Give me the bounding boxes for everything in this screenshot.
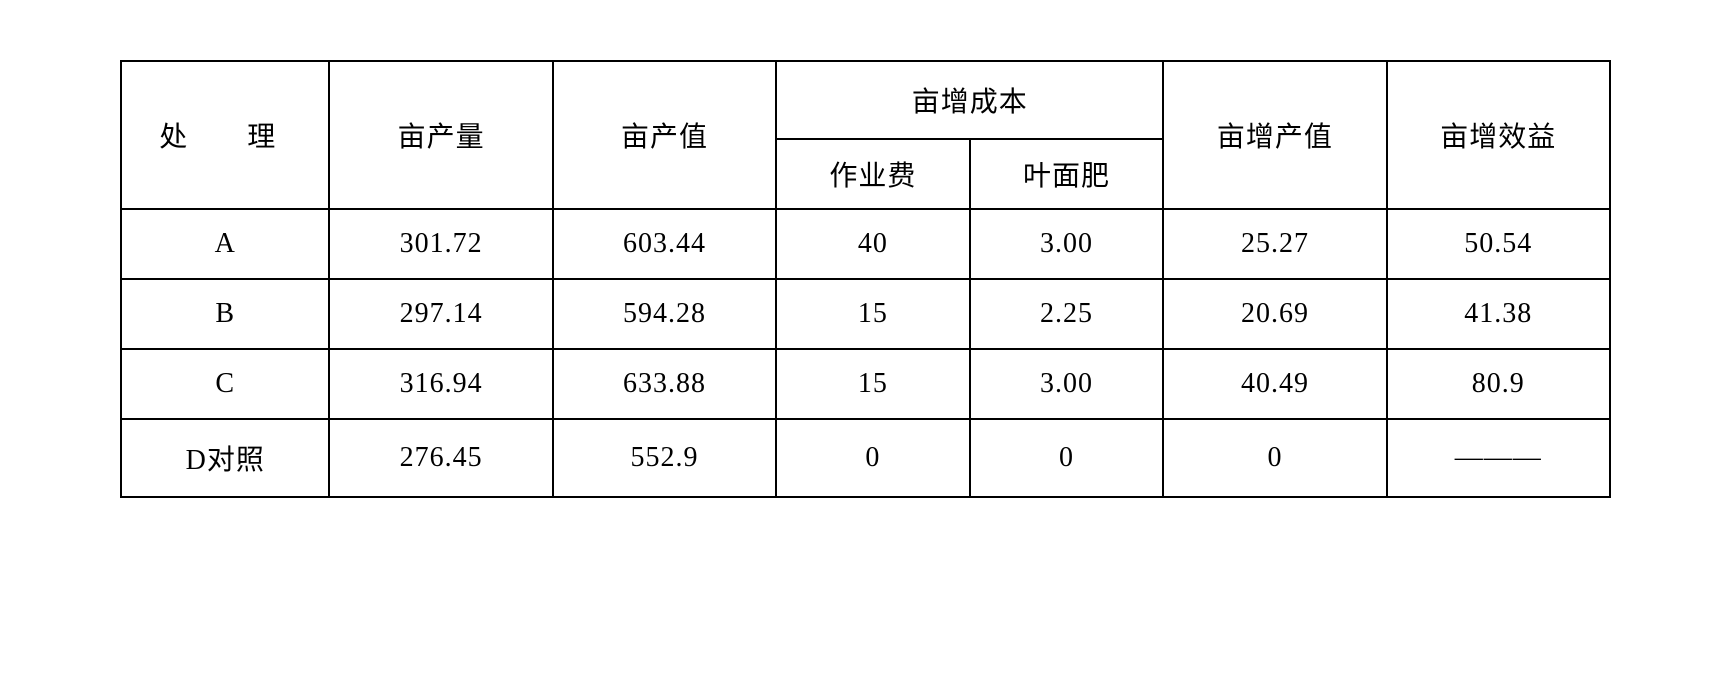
table-row: B 297.14 594.28 15 2.25 20.69 41.38 xyxy=(121,279,1610,349)
table-row: C 316.94 633.88 15 3.00 40.49 80.9 xyxy=(121,349,1610,419)
header-value: 亩产值 xyxy=(553,61,776,209)
cell-inc-value: 40.49 xyxy=(1163,349,1386,419)
cell-inc-benefit: 41.38 xyxy=(1387,279,1610,349)
cell-inc-benefit: 80.9 xyxy=(1387,349,1610,419)
cell-inc-value: 0 xyxy=(1163,419,1386,497)
cell-inc-benefit: 50.54 xyxy=(1387,209,1610,279)
cell-yield: 316.94 xyxy=(329,349,552,419)
cell-cost-fert: 0 xyxy=(970,419,1164,497)
cell-yield: 276.45 xyxy=(329,419,552,497)
cell-cost-fert: 3.00 xyxy=(970,349,1164,419)
header-cost-fert: 叶面肥 xyxy=(970,139,1164,209)
cell-treatment: A xyxy=(121,209,329,279)
header-inc-value: 亩增产值 xyxy=(1163,61,1386,209)
cell-cost-work: 15 xyxy=(776,279,970,349)
cell-value: 633.88 xyxy=(553,349,776,419)
header-inc-benefit: 亩增效益 xyxy=(1387,61,1610,209)
header-cost-group: 亩增成本 xyxy=(776,61,1163,139)
cell-treatment: C xyxy=(121,349,329,419)
header-treatment: 处 理 xyxy=(121,61,329,209)
cell-cost-fert: 3.00 xyxy=(970,209,1164,279)
cell-treatment: D对照 xyxy=(121,419,329,497)
cell-value: 603.44 xyxy=(553,209,776,279)
cell-yield: 297.14 xyxy=(329,279,552,349)
header-cost-work: 作业费 xyxy=(776,139,970,209)
table-header-row-1: 处 理 亩产量 亩产值 亩增成本 亩增产值 亩增效益 xyxy=(121,61,1610,139)
cell-cost-fert: 2.25 xyxy=(970,279,1164,349)
cell-cost-work: 40 xyxy=(776,209,970,279)
cell-inc-value: 25.27 xyxy=(1163,209,1386,279)
cell-yield: 301.72 xyxy=(329,209,552,279)
cell-cost-work: 15 xyxy=(776,349,970,419)
cell-cost-work: 0 xyxy=(776,419,970,497)
cell-value: 594.28 xyxy=(553,279,776,349)
cell-treatment: B xyxy=(121,279,329,349)
cell-inc-value: 20.69 xyxy=(1163,279,1386,349)
cell-value: 552.9 xyxy=(553,419,776,497)
cell-inc-benefit: ——— xyxy=(1387,419,1610,497)
data-table: 处 理 亩产量 亩产值 亩增成本 亩增产值 亩增效益 作业费 叶面肥 A 301… xyxy=(120,60,1611,498)
header-yield: 亩产量 xyxy=(329,61,552,209)
table-row: A 301.72 603.44 40 3.00 25.27 50.54 xyxy=(121,209,1610,279)
table-row: D对照 276.45 552.9 0 0 0 ——— xyxy=(121,419,1610,497)
